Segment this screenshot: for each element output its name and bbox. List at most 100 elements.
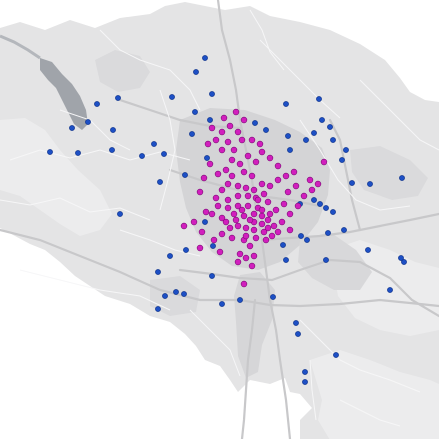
blue-map-marker[interactable] <box>317 201 323 207</box>
magenta-map-marker[interactable] <box>246 242 254 250</box>
magenta-map-marker[interactable] <box>280 200 288 208</box>
blue-map-marker[interactable] <box>204 155 210 161</box>
blue-map-marker[interactable] <box>367 181 373 187</box>
magenta-map-marker[interactable] <box>240 168 248 176</box>
blue-map-marker[interactable] <box>285 133 291 139</box>
magenta-map-marker[interactable] <box>264 216 272 224</box>
blue-map-marker[interactable] <box>323 205 329 211</box>
magenta-map-marker[interactable] <box>274 162 282 170</box>
blue-map-marker[interactable] <box>183 247 189 253</box>
magenta-map-marker[interactable] <box>240 280 248 288</box>
blue-map-marker[interactable] <box>339 157 345 163</box>
magenta-map-marker[interactable] <box>218 128 226 136</box>
magenta-map-marker[interactable] <box>212 194 220 202</box>
blue-map-marker[interactable] <box>323 257 329 263</box>
magenta-map-marker[interactable] <box>228 172 236 180</box>
blue-map-marker[interactable] <box>316 96 322 102</box>
blue-map-marker[interactable] <box>302 379 308 385</box>
blue-map-marker[interactable] <box>209 91 215 97</box>
blue-map-marker[interactable] <box>169 94 175 100</box>
magenta-map-marker[interactable] <box>242 232 250 240</box>
magenta-map-marker[interactable] <box>224 204 232 212</box>
blue-map-marker[interactable] <box>298 233 304 239</box>
blue-map-marker[interactable] <box>94 101 100 107</box>
magenta-map-marker[interactable] <box>226 122 234 130</box>
blue-map-marker[interactable] <box>151 141 157 147</box>
magenta-map-marker[interactable] <box>214 202 222 210</box>
blue-map-marker[interactable] <box>330 209 336 215</box>
magenta-map-marker[interactable] <box>244 202 252 210</box>
magenta-map-marker[interactable] <box>292 182 300 190</box>
blue-map-marker[interactable] <box>209 273 215 279</box>
magenta-map-marker[interactable] <box>300 192 308 200</box>
magenta-map-marker[interactable] <box>266 182 274 190</box>
blue-map-marker[interactable] <box>327 124 333 130</box>
blue-map-marker[interactable] <box>162 293 168 299</box>
blue-map-marker[interactable] <box>181 291 187 297</box>
blue-map-marker[interactable] <box>117 211 123 217</box>
magenta-map-marker[interactable] <box>244 192 252 200</box>
blue-map-marker[interactable] <box>295 331 301 337</box>
magenta-map-marker[interactable] <box>282 172 290 180</box>
blue-map-marker[interactable] <box>252 120 258 126</box>
magenta-map-marker[interactable] <box>208 210 216 218</box>
blue-map-marker[interactable] <box>157 179 163 185</box>
magenta-map-marker[interactable] <box>314 180 322 188</box>
magenta-map-marker[interactable] <box>248 136 256 144</box>
blue-map-marker[interactable] <box>319 117 325 123</box>
magenta-map-marker[interactable] <box>224 196 232 204</box>
magenta-map-marker[interactable] <box>250 186 258 194</box>
magenta-map-marker[interactable] <box>290 168 298 176</box>
magenta-map-marker[interactable] <box>286 210 294 218</box>
magenta-map-marker[interactable] <box>274 176 282 184</box>
blue-map-marker[interactable] <box>155 269 161 275</box>
magenta-map-marker[interactable] <box>236 160 244 168</box>
magenta-map-marker[interactable] <box>228 234 236 242</box>
magenta-map-marker[interactable] <box>180 222 188 230</box>
blue-map-marker[interactable] <box>280 242 286 248</box>
blue-map-marker[interactable] <box>399 175 405 181</box>
magenta-map-marker[interactable] <box>264 224 272 232</box>
blue-map-marker[interactable] <box>202 55 208 61</box>
magenta-map-marker[interactable] <box>218 214 226 222</box>
magenta-map-marker[interactable] <box>216 248 224 256</box>
blue-map-marker[interactable] <box>85 119 91 125</box>
blue-map-marker[interactable] <box>398 255 404 261</box>
magenta-map-marker[interactable] <box>250 226 258 234</box>
magenta-map-marker[interactable] <box>202 208 210 216</box>
magenta-map-marker[interactable] <box>252 158 260 166</box>
blue-map-marker[interactable] <box>311 130 317 136</box>
magenta-map-marker[interactable] <box>294 202 302 210</box>
magenta-map-marker[interactable] <box>234 202 242 210</box>
magenta-map-marker[interactable] <box>224 138 232 146</box>
magenta-map-marker[interactable] <box>196 188 204 196</box>
blue-map-marker[interactable] <box>75 150 81 156</box>
magenta-map-marker[interactable] <box>208 124 216 132</box>
blue-map-marker[interactable] <box>161 151 167 157</box>
magenta-map-marker[interactable] <box>238 136 246 144</box>
blue-map-marker[interactable] <box>167 253 173 259</box>
magenta-map-marker[interactable] <box>244 152 252 160</box>
blue-map-marker[interactable] <box>401 259 407 265</box>
magenta-map-marker[interactable] <box>260 190 268 198</box>
blue-map-marker[interactable] <box>110 127 116 133</box>
magenta-map-marker[interactable] <box>218 146 226 154</box>
magenta-map-marker[interactable] <box>214 170 222 178</box>
blue-map-marker[interactable] <box>47 149 53 155</box>
magenta-map-marker[interactable] <box>234 192 242 200</box>
magenta-map-marker[interactable] <box>258 206 266 214</box>
magenta-map-marker[interactable] <box>258 220 266 228</box>
blue-map-marker[interactable] <box>330 137 336 143</box>
magenta-map-marker[interactable] <box>220 114 228 122</box>
magenta-map-marker[interactable] <box>242 184 250 192</box>
blue-map-marker[interactable] <box>343 147 349 153</box>
blue-map-marker[interactable] <box>207 117 213 123</box>
magenta-map-marker[interactable] <box>232 216 240 224</box>
magenta-map-marker[interactable] <box>242 254 250 262</box>
magenta-map-marker[interactable] <box>286 226 294 234</box>
magenta-map-marker[interactable] <box>266 154 274 162</box>
magenta-map-marker[interactable] <box>246 216 254 224</box>
blue-map-marker[interactable] <box>270 294 276 300</box>
blue-map-marker[interactable] <box>304 237 310 243</box>
magenta-map-marker[interactable] <box>236 250 244 258</box>
